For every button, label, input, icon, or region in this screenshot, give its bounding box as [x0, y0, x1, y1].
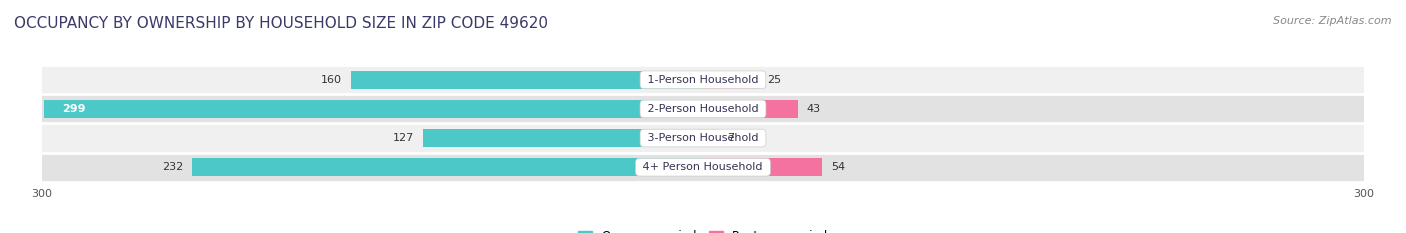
Text: 1-Person Household: 1-Person Household [644, 75, 762, 85]
Text: 43: 43 [807, 104, 821, 114]
Text: 3-Person Household: 3-Person Household [644, 133, 762, 143]
Bar [42, 123, 1364, 153]
Legend: Owner-occupied, Renter-occupied: Owner-occupied, Renter-occupied [572, 226, 834, 233]
Text: 299: 299 [62, 104, 86, 114]
Bar [703, 158, 823, 176]
Bar [703, 100, 797, 118]
Bar [42, 65, 1364, 94]
Text: 2-Person Household: 2-Person Household [644, 104, 762, 114]
Text: 232: 232 [162, 162, 183, 172]
Bar [42, 153, 1364, 182]
Bar [703, 129, 718, 147]
Bar [350, 71, 703, 89]
Text: 160: 160 [321, 75, 342, 85]
Bar [42, 94, 1364, 123]
Text: 54: 54 [831, 162, 845, 172]
Bar [703, 71, 758, 89]
Bar [193, 158, 703, 176]
Text: 7: 7 [727, 133, 734, 143]
Text: 127: 127 [394, 133, 415, 143]
Text: Source: ZipAtlas.com: Source: ZipAtlas.com [1274, 16, 1392, 26]
Text: 4+ Person Household: 4+ Person Household [640, 162, 766, 172]
Bar [423, 129, 703, 147]
Text: OCCUPANCY BY OWNERSHIP BY HOUSEHOLD SIZE IN ZIP CODE 49620: OCCUPANCY BY OWNERSHIP BY HOUSEHOLD SIZE… [14, 16, 548, 31]
Text: 25: 25 [766, 75, 780, 85]
Bar [45, 100, 703, 118]
